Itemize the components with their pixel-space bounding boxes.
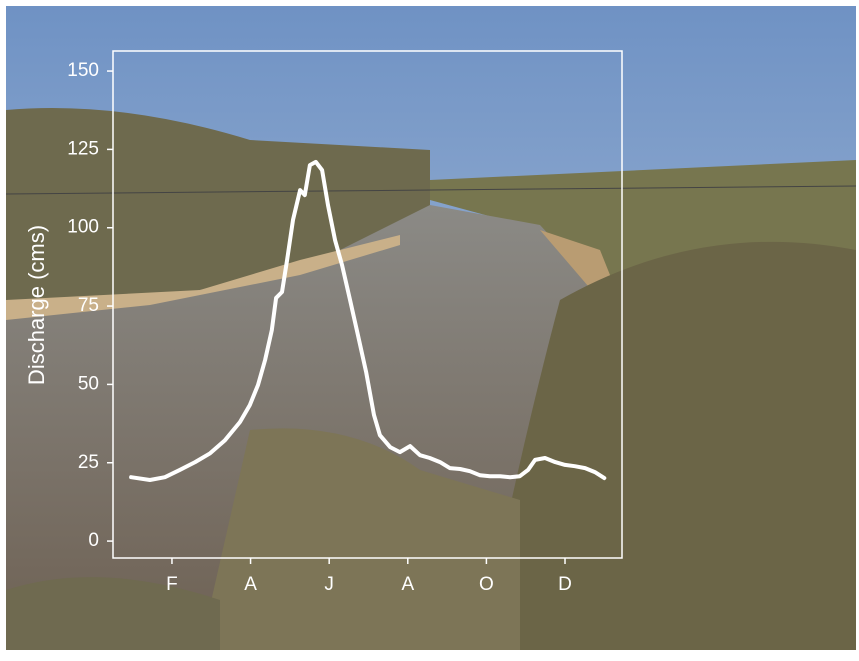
y-tick-label: 150 [67, 60, 99, 81]
x-tick-label: D [558, 574, 572, 595]
y-axis-label: Discharge (cms) [24, 225, 49, 385]
x-tick-label: F [166, 574, 178, 595]
y-tick-label: 100 [67, 217, 99, 238]
x-tick-label: A [244, 574, 257, 595]
discharge-line [129, 159, 607, 482]
y-tick-label: 125 [67, 138, 99, 159]
y-tick-label: 0 [88, 530, 99, 551]
x-tick-label: A [401, 574, 414, 595]
x-tick-label: J [324, 574, 334, 595]
background-photo [5, 6, 857, 650]
plot-frame [112, 50, 623, 559]
x-tick-label: O [479, 574, 494, 595]
y-tick-label: 50 [78, 373, 99, 394]
y-tick-label: 75 [78, 295, 99, 316]
y-tick-label: 25 [78, 452, 99, 473]
